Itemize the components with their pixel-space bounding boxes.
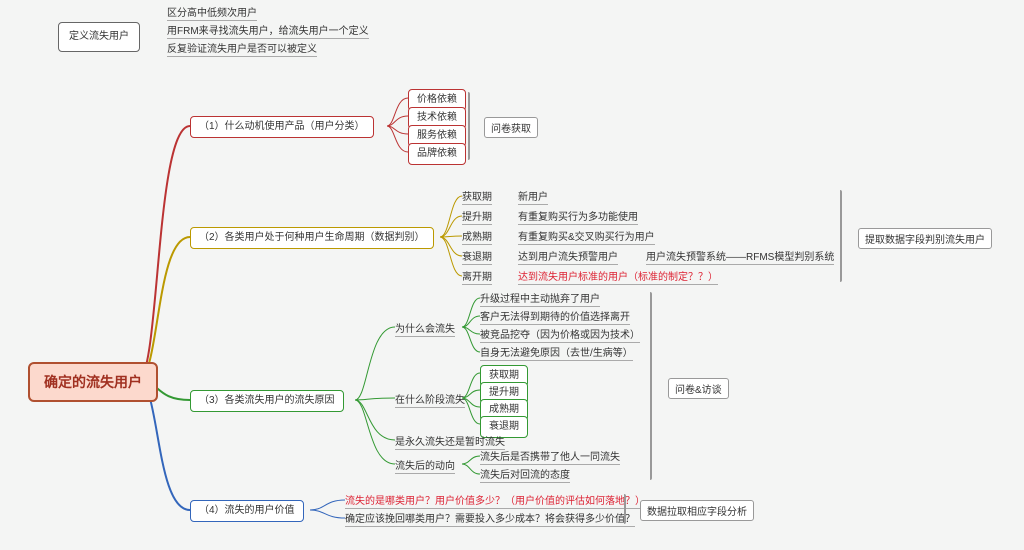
b2-r4b: 达到流失用户标准的用户（标准的制定？？）	[518, 268, 718, 285]
b4-item-0: 流失的是哪类用户？用户价值多少？（用户价值的评估如何落地？）	[345, 492, 645, 509]
b1-leaf-3: 品牌依赖	[408, 143, 466, 165]
b1-tag: 问卷获取	[484, 117, 538, 138]
b3-after-label: 流失后的动向	[395, 457, 455, 474]
b3-after-0: 流失后是否携带了他人一同流失	[480, 448, 620, 465]
b3-why-label: 为什么会流失	[395, 320, 455, 337]
define-item-0: 区分高中低频次用户	[167, 4, 257, 21]
define-box: 定义流失用户	[58, 22, 140, 52]
b4-brace	[624, 494, 626, 524]
branch3: （3）各类流失用户的流失原因	[190, 390, 344, 412]
b2-r0a: 获取期	[462, 188, 492, 205]
b4-item-1: 确定应该挽回哪类用户？需要投入多少成本？将会获得多少价值？	[345, 510, 635, 527]
b2-r1b: 有重复购买行为多功能使用	[518, 208, 638, 225]
b2-r2a: 成熟期	[462, 228, 492, 245]
b2-r0b: 新用户	[518, 188, 548, 205]
b2-r3b: 达到用户流失预警用户	[518, 248, 618, 265]
define-item-2: 反复验证流失用户是否可以被定义	[167, 40, 317, 57]
define-item-1: 用FRM来寻找流失用户，给流失用户一个定义	[167, 22, 369, 39]
b3-why-0: 升级过程中主动抛弃了用户	[480, 290, 600, 307]
root-node: 确定的流失用户	[28, 362, 158, 402]
b2-brace	[840, 190, 842, 282]
b4-tag: 数据拉取相应字段分析	[640, 500, 754, 521]
b2-r2b: 有重复购买&交叉购买行为用户	[518, 228, 655, 245]
b2-r3c: 用户流失预警系统——RFMS模型判别系统	[646, 248, 834, 265]
branch1: （1）什么动机使用产品（用户分类）	[190, 116, 374, 138]
b3-stage-label: 在什么阶段流失	[395, 391, 465, 408]
b3-after-1: 流失后对回流的态度	[480, 466, 570, 483]
b2-r3a: 衰退期	[462, 248, 492, 265]
b2-r4a: 离开期	[462, 268, 492, 285]
b1-brace	[468, 92, 470, 160]
b3-why-3: 自身无法避免原因（去世/生病等）	[480, 344, 633, 361]
branch4: （4）流失的用户价值	[190, 500, 304, 522]
b2-r1a: 提升期	[462, 208, 492, 225]
branch2: （2）各类用户处于何种用户生命周期（数据判别）	[190, 227, 434, 249]
b3-why-2: 被竞品挖夺（因为价格或因为技术）	[480, 326, 640, 343]
b2-tag: 提取数据字段判别流失用户	[858, 228, 992, 249]
b3-brace	[650, 292, 652, 480]
b3-tag: 问卷&访谈	[668, 378, 729, 399]
b3-why-1: 客户无法得到期待的价值选择离开	[480, 308, 630, 325]
